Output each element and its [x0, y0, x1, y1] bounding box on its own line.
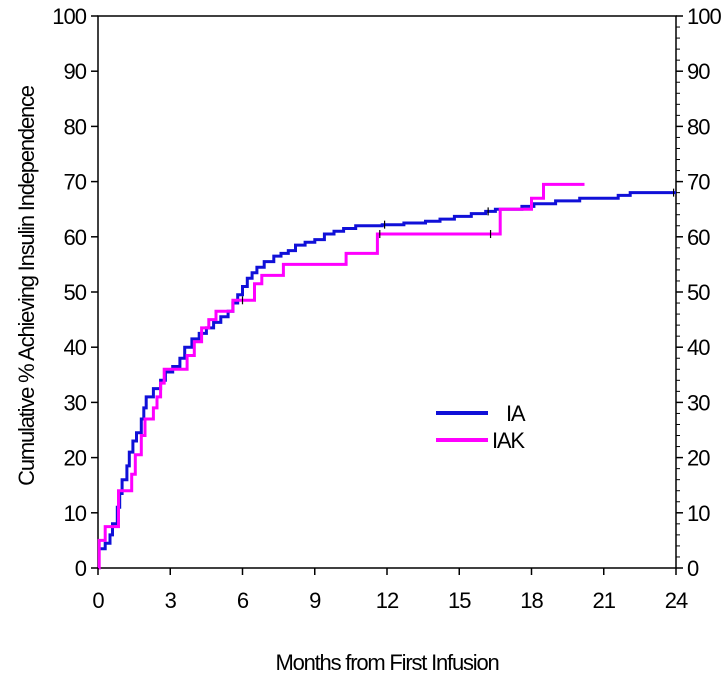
x-tick-label-9: 9 — [309, 588, 321, 613]
x-tick-label-21: 21 — [593, 588, 616, 613]
x-tick-label-6: 6 — [237, 588, 249, 613]
y-tick-label-right-30: 30 — [687, 390, 710, 415]
y-tick-label-right-20: 20 — [687, 446, 710, 471]
y-tick-label-right-50: 50 — [687, 280, 710, 305]
y-tick-label-right-80: 80 — [687, 114, 710, 139]
y-tick-label-right-0: 0 — [687, 556, 699, 581]
y-tick-label-right-60: 60 — [687, 225, 710, 250]
x-tick-label-15: 15 — [448, 588, 471, 613]
legend-label-iak: IAK — [492, 428, 525, 453]
series-line-iak — [97, 182, 585, 570]
x-tick-label-0: 0 — [92, 588, 104, 613]
y-axis-title: Cumulative % Achieving Insulin Independe… — [14, 85, 39, 486]
y-tick-label-right-10: 10 — [687, 501, 710, 526]
y-tick-label-left-90: 90 — [64, 59, 87, 84]
plot-frame — [97, 15, 677, 569]
y-tick-label-right-100: 100 — [687, 4, 721, 29]
y-tick-label-left-80: 80 — [64, 114, 87, 139]
y-tick-label-left-0: 0 — [75, 556, 87, 581]
x-tick-label-24: 24 — [665, 588, 688, 613]
y-tick-label-right-40: 40 — [687, 335, 710, 360]
y-tick-label-left-40: 40 — [64, 335, 87, 360]
series-layer — [97, 182, 676, 570]
y-tick-label-left-10: 10 — [64, 501, 87, 526]
x-axis-title: Months from First Infusion — [275, 650, 498, 675]
y-tick-label-left-60: 60 — [64, 225, 87, 250]
y-tick-label-left-100: 100 — [52, 4, 86, 29]
x-tick-label-12: 12 — [376, 588, 399, 613]
y-tick-label-left-70: 70 — [64, 170, 87, 195]
x-tick-label-3: 3 — [165, 588, 177, 613]
legend: IA IAK — [436, 401, 527, 453]
y-tick-label-left-20: 20 — [64, 446, 87, 471]
y-tick-label-right-70: 70 — [687, 170, 710, 195]
y-tick-label-right-90: 90 — [687, 59, 710, 84]
y-tick-label-left-30: 30 — [64, 390, 87, 415]
legend-label-ia: IA — [506, 401, 526, 426]
y-tick-label-left-50: 50 — [64, 280, 87, 305]
series-line-ia — [98, 191, 676, 551]
x-tick-label-18: 18 — [520, 588, 543, 613]
